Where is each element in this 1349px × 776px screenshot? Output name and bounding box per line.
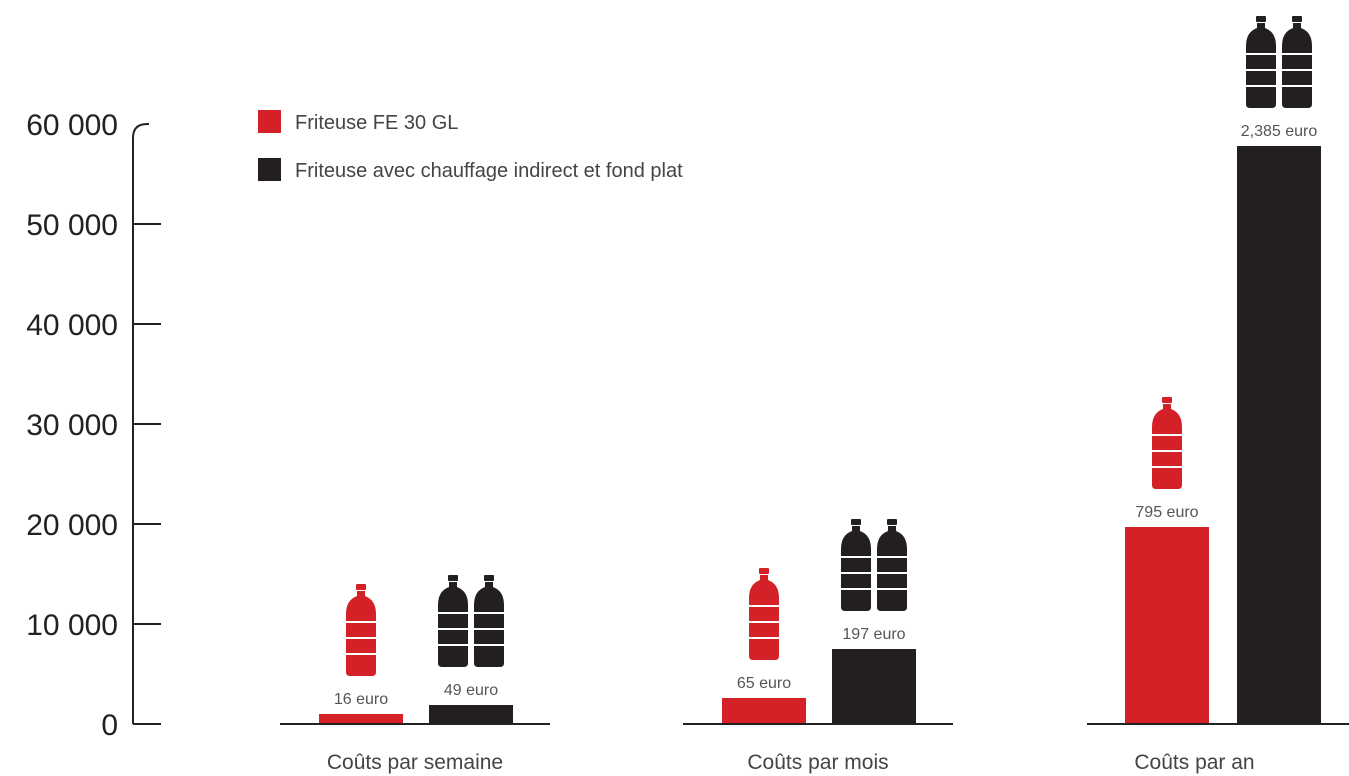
- bar-group: 65 euro 197 euro Coûts par mois: [683, 519, 953, 774]
- bottle-icon: [749, 568, 779, 660]
- bottle-icon: [474, 575, 504, 667]
- bar: [1125, 527, 1209, 724]
- legend-swatch: [258, 158, 281, 181]
- category-label: Coûts par mois: [747, 751, 888, 774]
- bottle-icon: [877, 519, 907, 611]
- bar: [1237, 146, 1321, 724]
- legend: Friteuse FE 30 GL Friteuse avec chauffage…: [258, 110, 683, 182]
- legend-label: Friteuse FE 30 GL: [295, 112, 458, 134]
- value-label: 795 euro: [1135, 504, 1198, 521]
- bottle-icon: [1152, 397, 1182, 489]
- y-tick-label: 0: [101, 709, 118, 742]
- y-tick-label: 50 000: [26, 209, 118, 242]
- bar: [429, 705, 513, 724]
- bar: [722, 698, 806, 724]
- bottle-icon: [1246, 16, 1276, 108]
- legend-swatch: [258, 110, 281, 133]
- bar-group: 795 euro 2,385 euro Coûts par an: [1087, 16, 1349, 774]
- value-label: 2,385 euro: [1241, 123, 1318, 140]
- bar-group: 16 euro 49 euro Coûts par semaine: [280, 575, 550, 774]
- bottle-icon: [841, 519, 871, 611]
- y-tick-label: 20 000: [26, 509, 118, 542]
- bar: [319, 714, 403, 724]
- category-label: Coûts par semaine: [327, 751, 503, 774]
- bottle-icon: [438, 575, 468, 667]
- value-label: 16 euro: [334, 691, 388, 708]
- y-tick-label: 30 000: [26, 409, 118, 442]
- y-tick-label: 40 000: [26, 309, 118, 342]
- value-label: 65 euro: [737, 675, 791, 692]
- legend-label: Friteuse avec chauffage indirect et fond…: [295, 160, 683, 182]
- y-axis-line: [132, 123, 149, 724]
- bar-groups: 16 euro 49 euro Coûts par semaine 65 euro 19…: [280, 16, 1349, 774]
- y-tick-label: 60 000: [26, 109, 118, 142]
- bottle-icon: [1282, 16, 1312, 108]
- category-label: Coûts par an: [1134, 751, 1254, 774]
- bar: [832, 649, 916, 724]
- value-label: 197 euro: [842, 626, 905, 643]
- y-axis: 0 10 000 20 000 30 000 40 000 50 000 60 000: [26, 109, 161, 742]
- y-tick-label: 10 000: [26, 609, 118, 642]
- bottle-icon: [346, 584, 376, 676]
- value-label: 49 euro: [444, 682, 498, 699]
